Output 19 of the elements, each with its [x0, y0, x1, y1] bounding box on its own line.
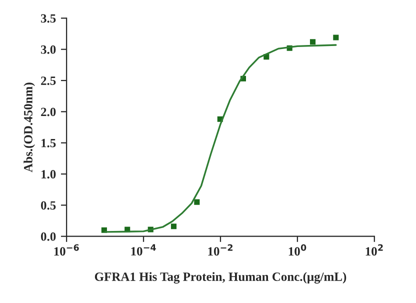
y-tick-label: 0.0: [40, 232, 56, 241]
y-axis-title: Abs.(OD.450nm): [24, 82, 35, 172]
y-tick-label: 1.5: [42, 138, 56, 148]
y-tick-label: 3.0: [40, 45, 56, 54]
point: [170, 224, 177, 230]
y-tick-label: 0.5: [40, 201, 56, 210]
x-tick-label: 10$^{−4}$: [131, 244, 156, 256]
point: [310, 39, 316, 45]
x-tick-label: 10$^{−2}$: [208, 244, 233, 256]
y-tick-label: 3.5: [40, 14, 56, 23]
x-tick-label: 10$^{2}$: [366, 244, 383, 256]
y-tick-label: 2.0: [41, 108, 56, 116]
x-tick-label: 10$^{−6}$: [54, 244, 79, 256]
point: [333, 34, 339, 40]
point: [194, 199, 200, 205]
y-tick-label: 1.0: [42, 170, 56, 179]
x-tick-label: 10$^{0}$: [288, 244, 306, 256]
y-tick-label: 2.5: [41, 76, 56, 86]
x-axis-title: GFRA1 His Tag Protein, Human Conc.(μg/mL): [94, 272, 346, 284]
